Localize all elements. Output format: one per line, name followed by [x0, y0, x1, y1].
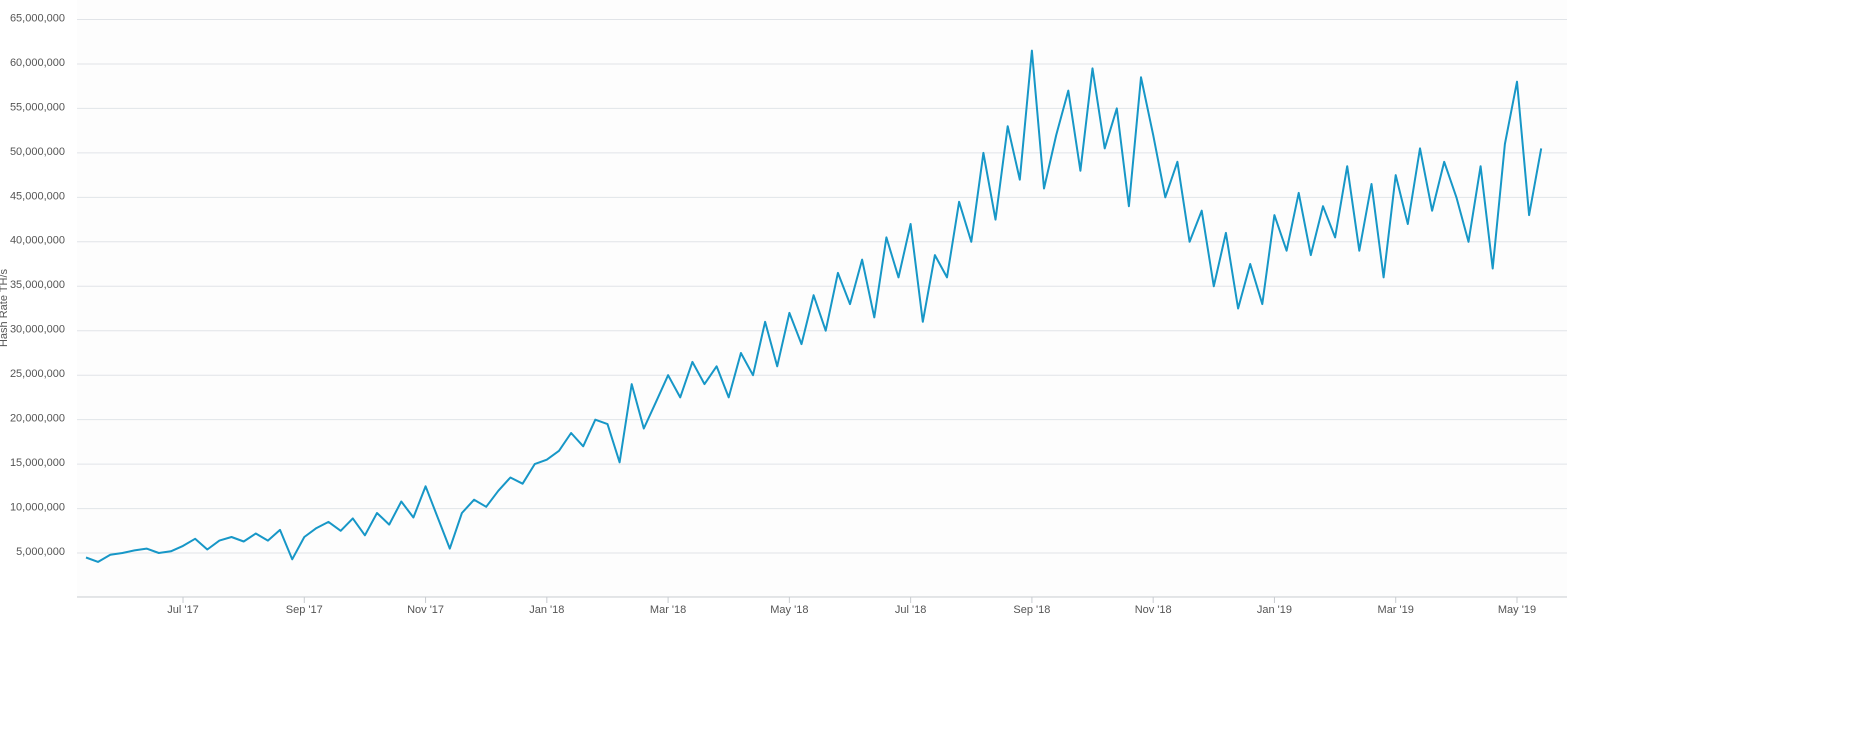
plot-background: [77, 0, 1567, 597]
x-tick-label: Mar '19: [1378, 604, 1414, 616]
data-line: [85, 49, 1543, 563]
y-tick-label: 65,000,000: [10, 12, 65, 24]
x-tick-label: Mar '18: [650, 604, 686, 616]
y-tick-label: 55,000,000: [10, 101, 65, 113]
y-tick-label: 20,000,000: [10, 413, 65, 425]
y-tick-label: 30,000,000: [10, 324, 65, 336]
x-tick-label: Jan '19: [1257, 604, 1292, 616]
x-tick-label: Nov '17: [407, 604, 444, 616]
y-tick-label: 15,000,000: [10, 457, 65, 469]
x-tick-label: Jul '17: [167, 604, 198, 616]
y-tick-label: 50,000,000: [10, 146, 65, 158]
y-axis-label: Hash Rate TH/s: [0, 268, 10, 347]
y-tick-label: 5,000,000: [16, 546, 65, 558]
y-tick-label: 25,000,000: [10, 368, 65, 380]
x-tick-label: May '19: [1498, 604, 1536, 616]
y-tick-label: 35,000,000: [10, 279, 65, 291]
x-tick-label: Nov '18: [1135, 604, 1172, 616]
x-tick-label: Jan '18: [529, 604, 564, 616]
y-tick-label: 45,000,000: [10, 190, 65, 202]
x-tick-label: Jul '18: [895, 604, 926, 616]
y-tick-label: 10,000,000: [10, 501, 65, 513]
x-tick-label: Sep '18: [1013, 604, 1050, 616]
x-tick-label: Sep '17: [286, 604, 323, 616]
x-tick-label: May '18: [770, 604, 808, 616]
y-tick-label: 40,000,000: [10, 235, 65, 247]
y-tick-label: 60,000,000: [10, 57, 65, 69]
